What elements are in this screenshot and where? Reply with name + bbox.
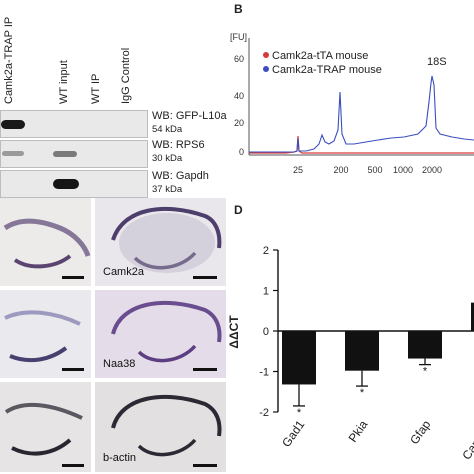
blot-gfp-l10a — [0, 110, 148, 138]
wb-name: WB: RPS6 — [152, 139, 205, 151]
scale-bar — [62, 276, 84, 279]
bar-camk2a — [471, 302, 474, 331]
scale-bar — [62, 368, 84, 371]
significance-mark: * — [360, 387, 365, 399]
ish-tile-right-2: Naa38 — [95, 290, 226, 378]
x-tick-label: 1000 — [393, 165, 413, 175]
ish-tile-right-1: Camk2a — [95, 198, 226, 286]
lane-label-wt-ip: WT IP — [90, 73, 102, 104]
y-tick-label: 2 — [263, 245, 269, 257]
wb-kda: 54 kDa — [152, 124, 183, 135]
legend-dot-tta — [263, 52, 269, 58]
ish-tile-right-3: b-actin — [95, 382, 226, 472]
ish-tile-left-2 — [0, 290, 91, 378]
hippocampus-image — [0, 198, 91, 286]
x-tick-label: Gfap — [407, 417, 434, 447]
bar-gfap — [408, 331, 442, 359]
scale-bar — [193, 276, 217, 279]
panel-c: Camk2a Naa38 b-a — [0, 198, 226, 474]
blot-rps6 — [0, 140, 148, 168]
panel-d-letter: D — [234, 203, 243, 217]
y-tick-label: 0 — [239, 147, 244, 157]
legend-label-tta: Camk2a-tTA mouse — [272, 50, 368, 62]
gene-label-b-actin: b-actin — [103, 452, 137, 464]
panel-b-letter: B — [234, 2, 243, 16]
legend: Camk2a-tTA mouse Camk2a-TRAP mouse — [263, 50, 382, 76]
gene-label-naa38: Naa38 — [103, 358, 136, 370]
y-tick-label: 1 — [263, 286, 269, 298]
x-tick-labels: Gad1 Pkia Gfap Camk2a — [279, 417, 474, 462]
significance-mark: * — [297, 407, 302, 419]
hippocampus-image — [95, 290, 226, 378]
trace-tta — [249, 135, 474, 154]
y-tick-labels: 60 40 20 0 — [234, 54, 244, 157]
bars: ****** — [278, 302, 474, 419]
hippocampus-image — [0, 290, 91, 378]
hippocampus-image — [0, 382, 91, 472]
scale-bar — [193, 464, 217, 467]
x-tick-label: 25 — [293, 165, 303, 175]
gene-label-camk2a: Camk2a — [103, 266, 144, 278]
band-gapdh-input — [53, 179, 79, 189]
hippocampus-image — [95, 382, 226, 472]
blot-label-gfp-l10a: WB: GFP-L10a 54 kDa — [152, 110, 227, 136]
y-tick-label: 40 — [234, 91, 244, 101]
scale-bar — [193, 368, 217, 371]
bar-pkia — [345, 331, 379, 371]
lane-label-camk2a-trap-ip: Camk2a-TRAP IP — [3, 16, 15, 104]
x-tick-label: Pkia — [346, 417, 371, 444]
y-tick-label: 0 — [263, 326, 269, 338]
y-tick-label: -2 — [259, 407, 269, 419]
x-tick-labels: 25 200 500 1000 2000 — [293, 165, 442, 175]
lane-label-wt-input: WT input — [58, 60, 70, 104]
y-axis-ticks: 2 1 0 -1 -2 — [259, 245, 279, 419]
ish-tile-left-1 — [0, 198, 91, 286]
x-tick-label: Camk2a — [459, 417, 474, 462]
wb-name: WB: GFP-L10a — [152, 110, 227, 122]
band-rps6-ip — [2, 151, 24, 156]
y-tick-label: 60 — [234, 54, 244, 64]
hippocampus-image — [95, 198, 226, 286]
x-tick-label: 2000 — [422, 165, 442, 175]
wb-kda: 37 kDa — [152, 184, 183, 195]
legend-label-trap: Camk2a-TRAP mouse — [272, 64, 382, 76]
fu-label: [FU] — [230, 32, 247, 42]
legend-dot-trap — [263, 66, 269, 72]
panel-a: Camk2a-TRAP IP WT input WT IP IgG Contro… — [0, 0, 230, 200]
wb-kda: 30 kDa — [152, 153, 183, 164]
band-gfp-ip — [1, 120, 25, 129]
y-tick-label: -1 — [259, 367, 269, 379]
x-tick-label: 200 — [333, 165, 348, 175]
blot-label-gapdh: WB: Gapdh 37 kDa — [152, 170, 209, 196]
ish-tile-left-3 — [0, 382, 91, 472]
panel-b-electropherogram: [FU] 60 40 20 0 18S Camk2a-tTA mouse Cam… — [230, 32, 474, 175]
blot-label-rps6: WB: RPS6 30 kDa — [152, 139, 205, 165]
y-axis-label: ΔΔCT — [227, 315, 241, 349]
trace-trap — [249, 75, 474, 153]
x-tick-label: 500 — [367, 165, 382, 175]
lane-label-igg-control: IgG Control — [120, 47, 132, 104]
scale-bar — [62, 464, 84, 467]
significance-mark: * — [423, 366, 428, 378]
x-tick-label: Gad1 — [279, 417, 307, 449]
wb-name: WB: Gapdh — [152, 170, 209, 182]
peak-label-18s: 18S — [427, 56, 447, 68]
bar-gad1 — [282, 331, 316, 385]
blot-gapdh — [0, 170, 148, 198]
band-rps6-input — [53, 151, 77, 157]
y-tick-label: 20 — [234, 118, 244, 128]
